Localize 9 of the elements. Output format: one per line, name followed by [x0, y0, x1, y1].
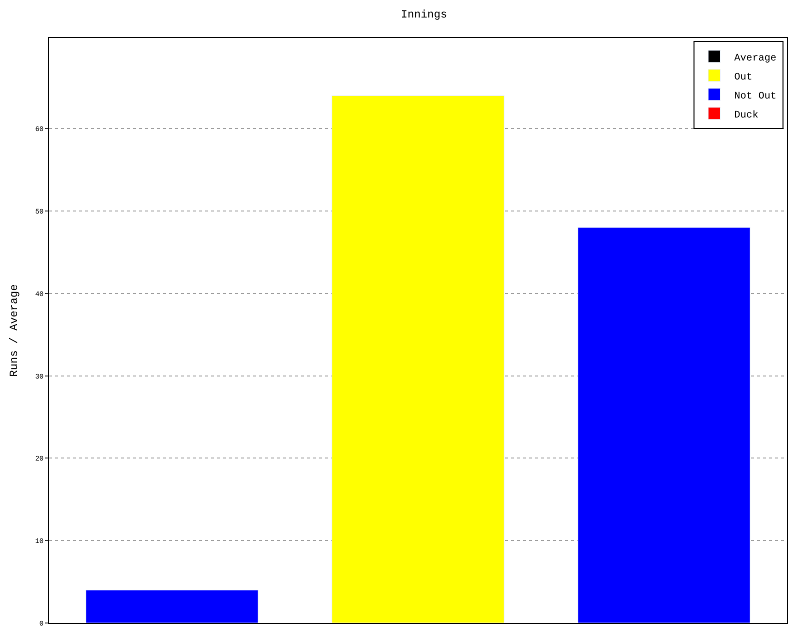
legend-label: Duck	[734, 109, 758, 122]
legend-label: Not Out	[734, 91, 776, 102]
bar	[332, 95, 504, 623]
legend-label: Out	[734, 72, 752, 84]
legend-label: Average	[734, 53, 776, 64]
chart-title: Innings	[400, 9, 448, 22]
bar	[86, 590, 258, 623]
y-axis-title: Runs / Average	[8, 284, 21, 377]
bar	[578, 227, 750, 623]
